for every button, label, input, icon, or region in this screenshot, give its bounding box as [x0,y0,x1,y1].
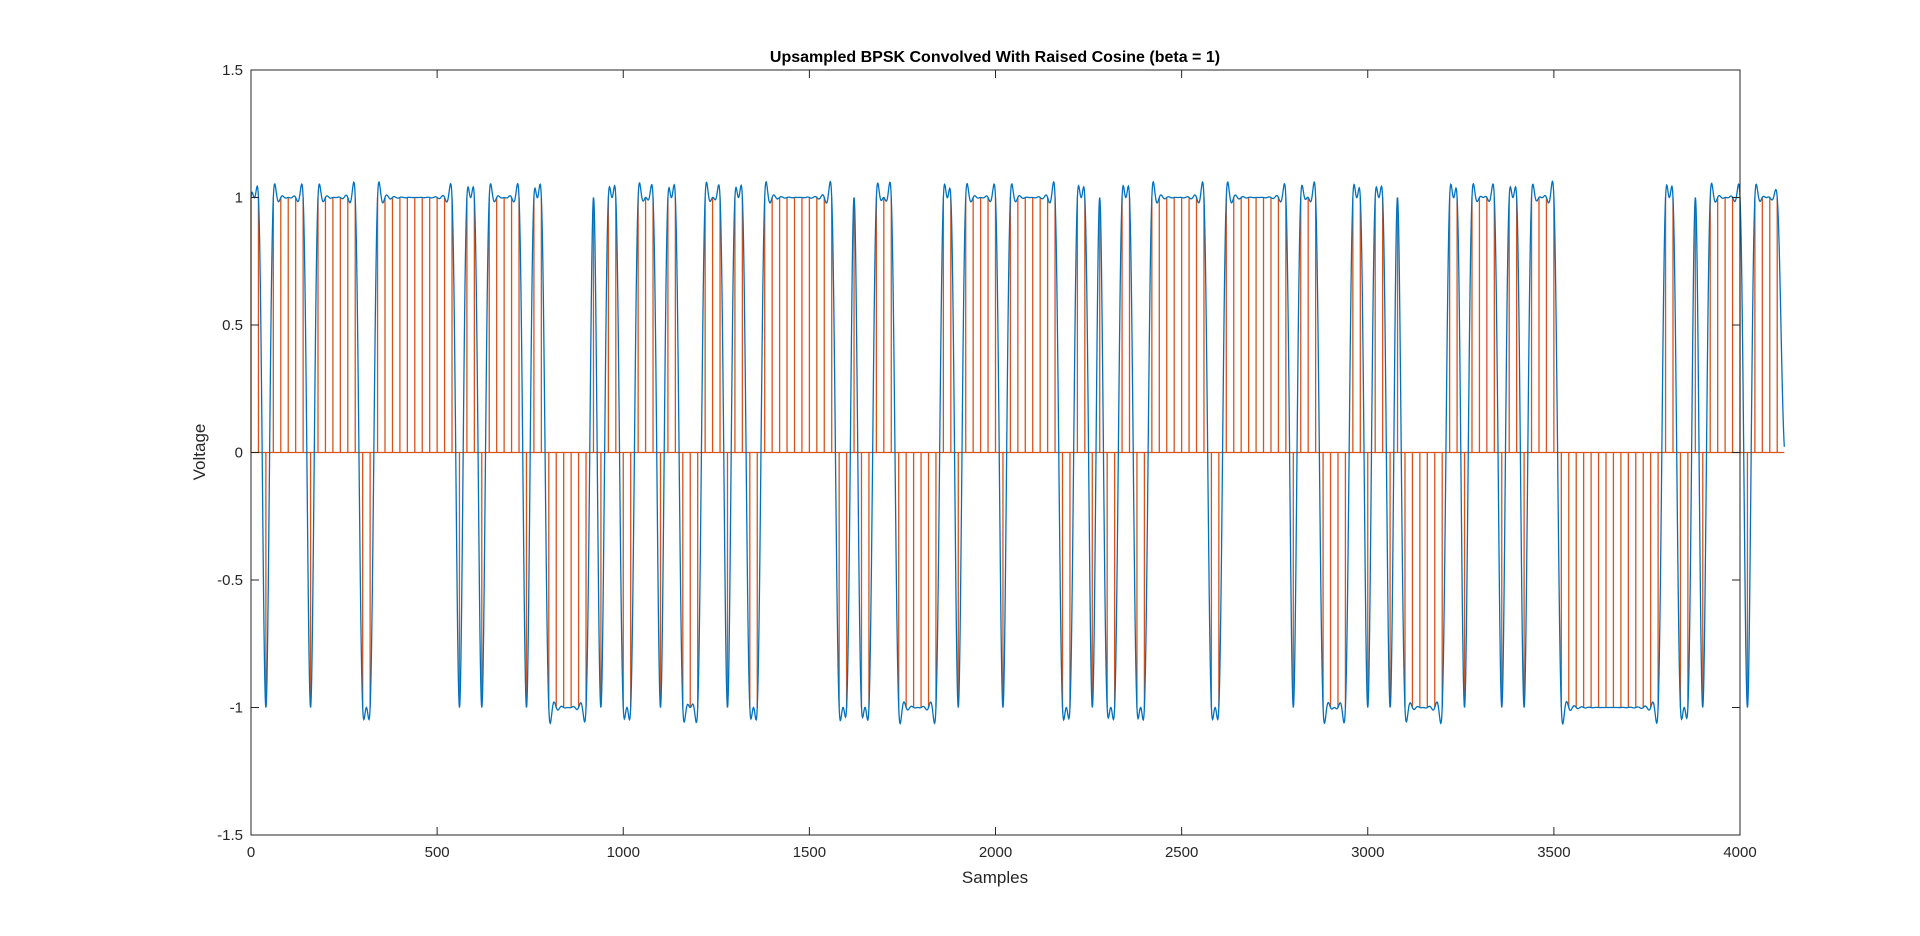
x-axis-title: Samples [962,868,1028,887]
y-axis-title: Voltage [190,424,209,481]
y-tick-label: -1.5 [217,827,243,844]
chart-title: Upsampled BPSK Convolved With Raised Cos… [770,49,1220,66]
y-tick-label: -1 [230,700,243,717]
y-tick-label: 0.5 [222,317,243,334]
x-tick-label: 4000 [1723,844,1756,861]
x-tick-label: 1000 [607,844,640,861]
x-tick-label: 2500 [1165,844,1198,861]
signal-series [250,180,1785,726]
y-tick-label: 1.5 [222,62,243,79]
x-tick-label: 3500 [1537,844,1570,861]
y-axis-ticks: -1.5 -1 -0.5 0 0.5 1 1.5 [217,62,1740,844]
y-tick-label: 0 [235,445,243,462]
x-tick-label: 1500 [793,844,826,861]
x-tick-label: 2000 [979,844,1012,861]
x-tick-label: 500 [425,844,450,861]
x-axis-ticks: 0 500 1000 1500 2000 2500 3000 3500 4000 [247,70,1757,861]
y-tick-label: 1 [235,190,243,207]
x-tick-label: 0 [247,844,255,861]
x-tick-label: 3000 [1351,844,1384,861]
signal-series-path [250,180,1785,726]
y-tick-label: -0.5 [217,572,243,589]
